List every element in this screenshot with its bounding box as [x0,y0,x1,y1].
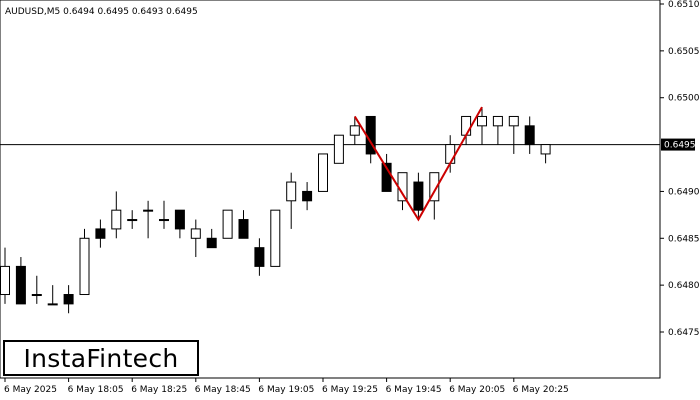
bear-candle-body [95,228,106,239]
bear-candle-body [302,190,313,202]
candle [206,228,217,249]
bull-candle-body [270,209,281,267]
bear-candle-body [381,162,392,192]
candle [318,153,328,192]
candle [492,115,503,145]
current-price-tag [661,138,695,151]
x-tick-label: 6 May 2025 [4,385,57,395]
x-tick-label: 6 May 18:05 [68,385,124,395]
x-tick-label: 6 May 18:25 [131,385,187,395]
x-tick-label: 6 May 19:45 [386,385,442,395]
y-tick-label: 0.6505 [668,47,700,57]
bull-candle-body [540,144,551,155]
bear-candle-body [524,125,535,146]
bear-candle-body [413,181,424,211]
bull-candle-body [79,237,90,296]
y-tick-label: 0.6480 [668,281,700,291]
bull-candle-body [349,125,360,136]
y-tick-label: 0.6510 [668,0,700,10]
candle [95,219,106,248]
candle [79,228,90,296]
x-tick-label: 6 May 20:25 [513,385,569,395]
y-tick-label: 0.6485 [668,234,700,244]
candle [0,247,10,304]
candle [333,134,344,164]
candle [174,209,185,239]
bear-candle-body [206,237,217,249]
candle [302,182,313,211]
candle [270,209,281,267]
candle [222,209,233,239]
bull-candle-body [508,115,519,127]
bull-candle-body [0,265,10,296]
plot-frame [0,0,661,379]
candle [143,200,154,239]
x-tick-label: 6 May 19:05 [258,385,314,395]
candle [477,107,487,145]
x-tick-label: 6 May 19:25 [322,385,378,395]
bull-candle-body [286,181,297,202]
bull-candle-body [445,144,456,164]
double-bottom-pattern-line [353,106,483,222]
candle [190,219,201,258]
bull-candle-body [429,172,440,202]
x-tick-label: 6 May 20:05 [449,385,505,395]
x-tick-label: 6 May 18:45 [195,385,251,395]
logo-text: InstaFintech [23,343,179,373]
bull-candle-body [397,172,408,202]
pattern-line [353,106,483,222]
bull-candle-body [143,209,154,212]
candle [63,285,74,314]
bull-candle-body [190,228,201,239]
bull-candle-body [333,134,344,164]
candle [15,257,26,305]
candle [508,115,519,154]
candle [127,210,138,229]
bear-candle-body [238,219,249,239]
candle [111,191,122,239]
candle [524,116,535,154]
bull-candle-body [461,115,472,136]
bull-candle-body [492,115,503,127]
bear-candle-body [174,209,185,230]
y-tick-label: 0.6475 [668,328,700,338]
y-tick-label: 0.6490 [668,187,700,197]
brand-logo: InstaFintech [3,340,199,376]
current-price-label: 0.6495 [664,141,696,151]
candle [286,172,297,229]
candle [413,172,424,220]
candle [381,153,392,192]
candle [254,238,265,276]
bull-candle-body [159,219,169,222]
bull-candle-body [111,209,122,230]
candle [31,275,42,304]
candle [540,144,551,164]
candle [159,200,169,229]
candle [47,285,58,306]
candle [429,172,440,220]
bear-candle-body [254,247,265,267]
bull-candle-body [318,153,328,192]
candle [238,210,249,239]
candle [349,116,360,145]
symbol-header: AUDUSD,M5 0.6494 0.6495 0.6493 0.6495 [5,7,198,17]
candles [0,107,551,314]
bear-candle-body [63,294,74,305]
bear-candle-body [15,265,26,305]
bull-candle-body [47,303,58,306]
y-tick-label: 0.6500 [668,94,700,104]
bull-candle-body [222,209,233,239]
bull-candle-body [127,219,138,222]
bull-candle-body [477,115,487,127]
bull-candle-body [31,294,42,297]
